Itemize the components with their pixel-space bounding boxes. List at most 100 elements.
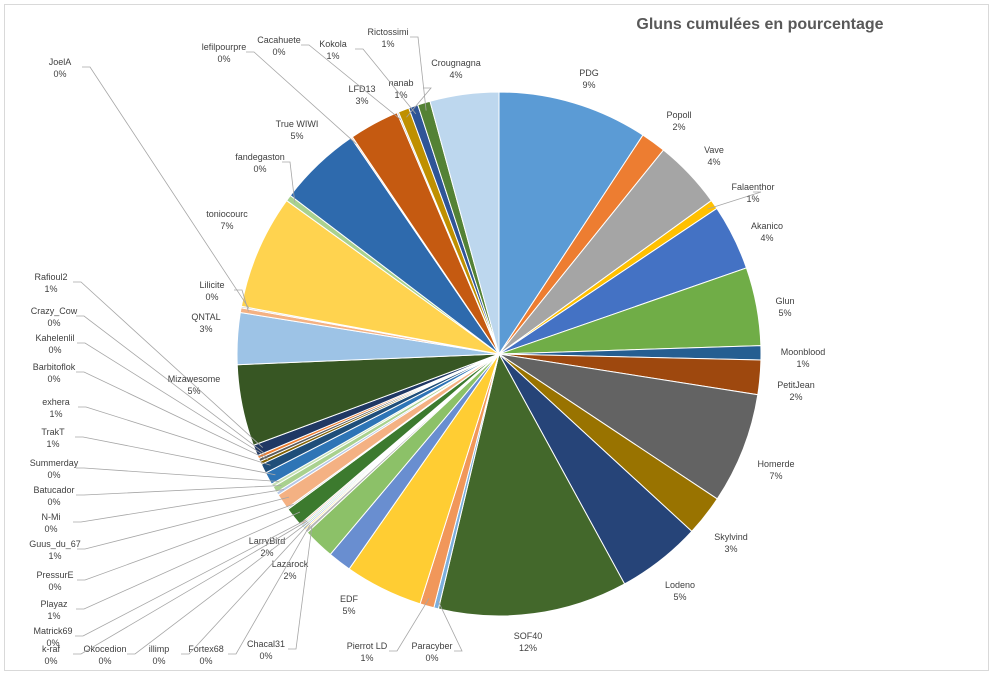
pie-slice-toniocourc <box>240 199 500 355</box>
slice-label-percent: 0% <box>44 656 57 666</box>
slice-label-name: N-Mi <box>42 512 61 522</box>
leader-line <box>389 598 430 652</box>
slice-label-name: Lazarock <box>272 559 309 569</box>
leader-line <box>76 371 269 460</box>
slice-label-name: QNTAL <box>191 312 220 322</box>
leader-line <box>76 467 280 482</box>
slice-label-percent: 2% <box>260 548 273 558</box>
slice-label-name: Vave <box>704 145 724 155</box>
slice-label-name: PetitJean <box>777 380 815 390</box>
slice-label-name: Fortex68 <box>188 644 224 654</box>
slice-label-name: LFD13 <box>348 84 375 94</box>
slice-label-name: Moonblood <box>781 347 826 357</box>
slice-label-percent: 5% <box>187 386 200 396</box>
slice-label-name: PDG <box>579 68 599 78</box>
slice-label-percent: 0% <box>46 638 59 648</box>
leader-line <box>282 161 296 203</box>
slice-label-percent: 0% <box>47 374 60 384</box>
slice-label-percent: 1% <box>326 51 339 61</box>
pie-slice-crougnagna <box>429 91 500 355</box>
slice-label-name: Glun <box>775 296 794 306</box>
slice-label-percent: 0% <box>425 653 438 663</box>
slice-label-name: Falaenthor <box>731 182 774 192</box>
slice-label-percent: 0% <box>98 656 111 666</box>
leader-line <box>228 524 311 655</box>
slice-label-percent: 4% <box>760 233 773 243</box>
slice-label-percent: 3% <box>355 96 368 106</box>
slice-label-name: toniocourc <box>206 209 248 219</box>
slice-label-name: Okocedion <box>83 644 126 654</box>
slice-label-percent: 0% <box>217 54 230 64</box>
slice-label-name: Kahelenlil <box>35 333 74 343</box>
pie-slice-homerde <box>498 353 759 500</box>
slice-label-name: Paracyber <box>411 641 452 651</box>
slice-label-name: EDF <box>340 594 359 604</box>
slice-label-name: JoelA <box>49 57 72 67</box>
slice-label-percent: 0% <box>47 470 60 480</box>
leader-line <box>77 496 290 550</box>
slice-label-name: Mizawesome <box>168 374 221 384</box>
slice-label-name: Kokola <box>319 39 347 49</box>
slice-label-percent: 5% <box>673 592 686 602</box>
chart-title: Gluns cumulées en pourcentage <box>636 16 884 33</box>
leader-line <box>355 48 417 115</box>
slice-label-name: Popoll <box>666 110 691 120</box>
slice-label-name: PressurE <box>36 570 73 580</box>
leader-line <box>76 511 301 610</box>
slice-label-percent: 4% <box>449 70 462 80</box>
slice-label-percent: 2% <box>789 392 802 402</box>
slice-label-percent: 0% <box>253 164 266 174</box>
slice-label-percent: 9% <box>582 80 595 90</box>
slice-label-name: Chacal31 <box>247 639 285 649</box>
slice-label-name: Guus_du_67 <box>29 539 81 549</box>
slice-label-percent: 0% <box>47 497 60 507</box>
leader-line <box>301 44 402 120</box>
leader-line <box>78 406 271 466</box>
slice-label-percent: 1% <box>796 359 809 369</box>
slice-label-name: Homerde <box>757 459 794 469</box>
slice-label-name: Pierrot LD <box>347 641 388 651</box>
leader-line <box>73 281 263 448</box>
leader-line <box>73 520 308 655</box>
leader-line <box>288 526 313 650</box>
slice-label-name: LarryBird <box>249 536 286 546</box>
slice-label-percent: 12% <box>519 643 537 653</box>
slice-label-name: nanab <box>388 78 413 88</box>
slice-label-percent: 1% <box>746 194 759 204</box>
leader-line <box>707 191 762 210</box>
leader-line <box>75 436 276 476</box>
slice-label-percent: 5% <box>778 308 791 318</box>
slice-label-percent: 5% <box>342 606 355 616</box>
slice-label-name: Rafioul2 <box>34 272 67 282</box>
slice-label-percent: 0% <box>53 69 66 79</box>
slice-label-percent: 0% <box>259 651 272 661</box>
leader-line <box>76 485 282 496</box>
slice-label-name: k-raf <box>42 644 60 654</box>
slice-label-name: Rictossimi <box>367 27 408 37</box>
slice-label-name: Skylvind <box>714 532 748 542</box>
pie-slice-pdg <box>498 91 644 356</box>
slice-label-name: illimp <box>149 644 170 654</box>
slice-label-name: exhera <box>42 397 70 407</box>
leader-line <box>76 315 266 455</box>
slice-label-percent: 1% <box>48 551 61 561</box>
slice-label-percent: 0% <box>205 292 218 302</box>
leader-line <box>73 489 285 523</box>
leader-line <box>127 521 309 655</box>
leader-line <box>410 36 427 111</box>
slice-label-percent: 7% <box>220 221 233 231</box>
slice-label-percent: 1% <box>360 653 373 663</box>
slice-label-name: Akanico <box>751 221 783 231</box>
slice-label-percent: 1% <box>381 39 394 49</box>
slice-label-name: Playaz <box>40 599 68 609</box>
slice-label-percent: 4% <box>707 157 720 167</box>
slice-label-percent: 0% <box>47 318 60 328</box>
slice-label-percent: 7% <box>769 471 782 481</box>
slice-label-percent: 0% <box>48 345 61 355</box>
slice-label-percent: 1% <box>47 611 60 621</box>
slice-label-percent: 1% <box>44 284 57 294</box>
slice-label-name: Cacahuete <box>257 35 301 45</box>
slice-label-percent: 3% <box>199 324 212 334</box>
slice-label-name: Lilicite <box>199 280 224 290</box>
